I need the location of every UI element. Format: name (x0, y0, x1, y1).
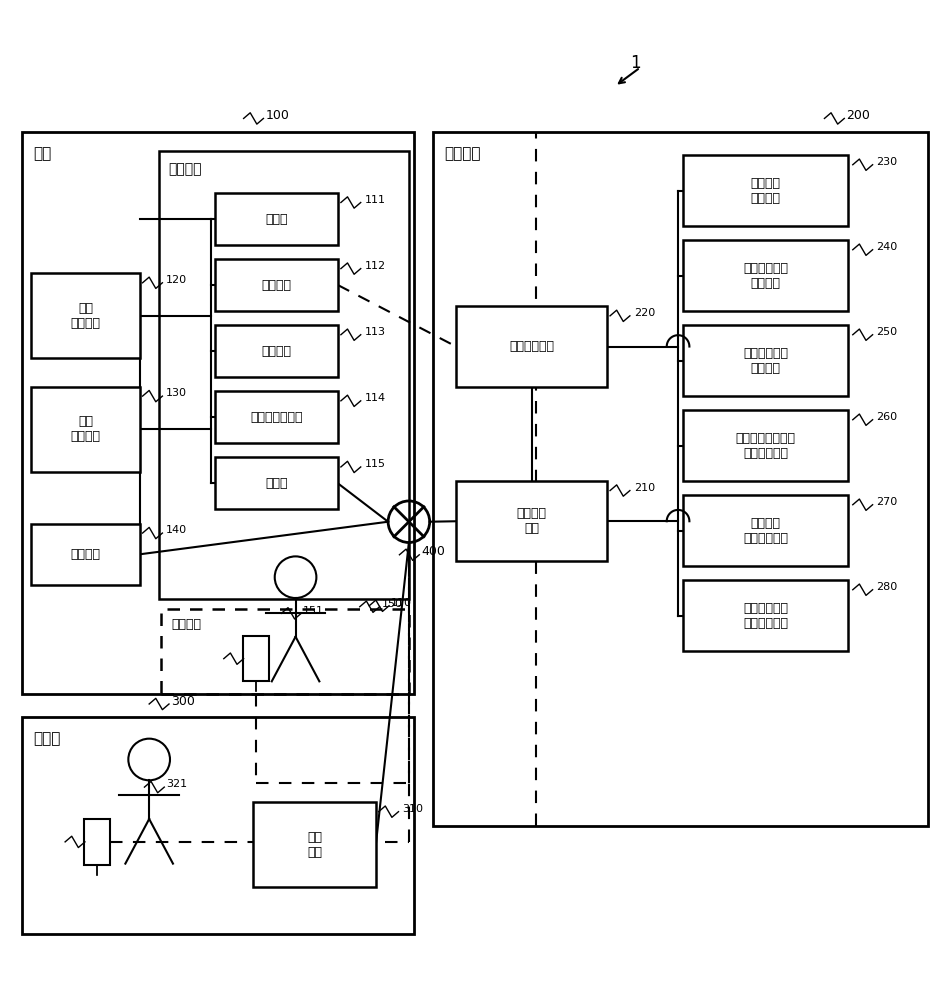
Bar (159, 151, 408, 599)
Text: 200: 200 (846, 109, 870, 122)
Bar (242, 636, 269, 681)
Text: 240: 240 (877, 242, 898, 252)
Text: 现场: 现场 (33, 146, 51, 161)
Text: 112: 112 (365, 261, 386, 271)
Text: 维护开关: 维护开关 (261, 279, 292, 292)
Text: 322: 322 (86, 834, 108, 844)
Text: 321: 321 (166, 779, 187, 789)
Text: 280: 280 (877, 582, 898, 592)
Text: 115: 115 (365, 459, 386, 469)
Text: 显示器: 显示器 (265, 213, 288, 226)
Text: 210: 210 (634, 483, 655, 493)
Bar (432, 132, 928, 826)
Text: 现场位置信息
存储装置: 现场位置信息 存储装置 (743, 262, 788, 290)
Text: 监视中心: 监视中心 (444, 146, 481, 161)
Text: 通信装置: 通信装置 (70, 548, 101, 561)
Bar (456, 306, 607, 387)
Text: 营业所: 营业所 (33, 731, 61, 746)
Text: 220: 220 (634, 308, 655, 318)
Text: 电梯轿厢: 电梯轿厢 (168, 162, 201, 176)
Text: 150: 150 (382, 599, 403, 609)
Bar (683, 155, 848, 226)
Text: 130: 130 (166, 388, 187, 398)
Text: 270: 270 (877, 497, 898, 507)
Bar (683, 580, 848, 651)
Text: 作业信息
存储装置: 作业信息 存储装置 (750, 177, 780, 205)
Text: 152: 152 (245, 651, 267, 661)
Text: 111: 111 (365, 195, 386, 205)
Text: 140: 140 (166, 525, 187, 535)
Text: 入场场所: 入场场所 (171, 618, 200, 631)
Text: 114: 114 (365, 393, 386, 403)
Text: 400: 400 (421, 545, 445, 558)
Bar (31, 273, 140, 358)
Text: 260: 260 (877, 412, 898, 422)
Text: 访问控制信息
存储装置: 访问控制信息 存储装置 (743, 347, 788, 375)
Text: 300: 300 (171, 695, 195, 708)
Text: 151: 151 (303, 605, 324, 615)
Bar (216, 325, 338, 377)
Text: 远程
监视装置: 远程 监视装置 (70, 415, 101, 443)
Text: 工作人员入场退场
信息存储装置: 工作人员入场退场 信息存储装置 (735, 432, 795, 460)
Text: 113: 113 (365, 327, 386, 337)
Text: 120: 120 (166, 275, 187, 285)
Text: 电梯
控制装置: 电梯 控制装置 (70, 302, 101, 330)
Bar (216, 193, 338, 245)
Bar (162, 609, 408, 694)
Bar (683, 495, 848, 566)
Bar (22, 132, 413, 694)
Text: 维护开关接通
信息存储装置: 维护开关接通 信息存储装置 (743, 602, 788, 630)
Bar (31, 387, 140, 472)
Bar (216, 259, 338, 311)
Bar (456, 481, 607, 561)
Text: 对讲机呼叫按钮: 对讲机呼叫按钮 (251, 411, 303, 424)
Text: 100: 100 (265, 109, 289, 122)
Text: 250: 250 (877, 327, 898, 337)
Text: 对讲机: 对讲机 (265, 477, 288, 490)
Bar (683, 325, 848, 396)
Bar (253, 802, 376, 887)
Bar (22, 717, 413, 934)
Text: 照明装置: 照明装置 (261, 345, 292, 358)
Text: 发送接收
装置: 发送接收 装置 (517, 507, 546, 535)
Text: 管理
装置: 管理 装置 (307, 831, 322, 859)
Text: 1: 1 (630, 54, 641, 72)
Bar (216, 458, 338, 509)
Text: 110: 110 (391, 598, 412, 608)
Bar (683, 240, 848, 311)
Bar (84, 819, 110, 865)
Text: 通话检查
信息存储装置: 通话检查 信息存储装置 (743, 517, 788, 545)
Bar (31, 524, 140, 585)
Text: 310: 310 (402, 804, 424, 814)
Text: 访问控制装置: 访问控制装置 (509, 340, 554, 353)
Bar (683, 410, 848, 481)
Text: 230: 230 (877, 157, 898, 167)
Bar (216, 391, 338, 443)
